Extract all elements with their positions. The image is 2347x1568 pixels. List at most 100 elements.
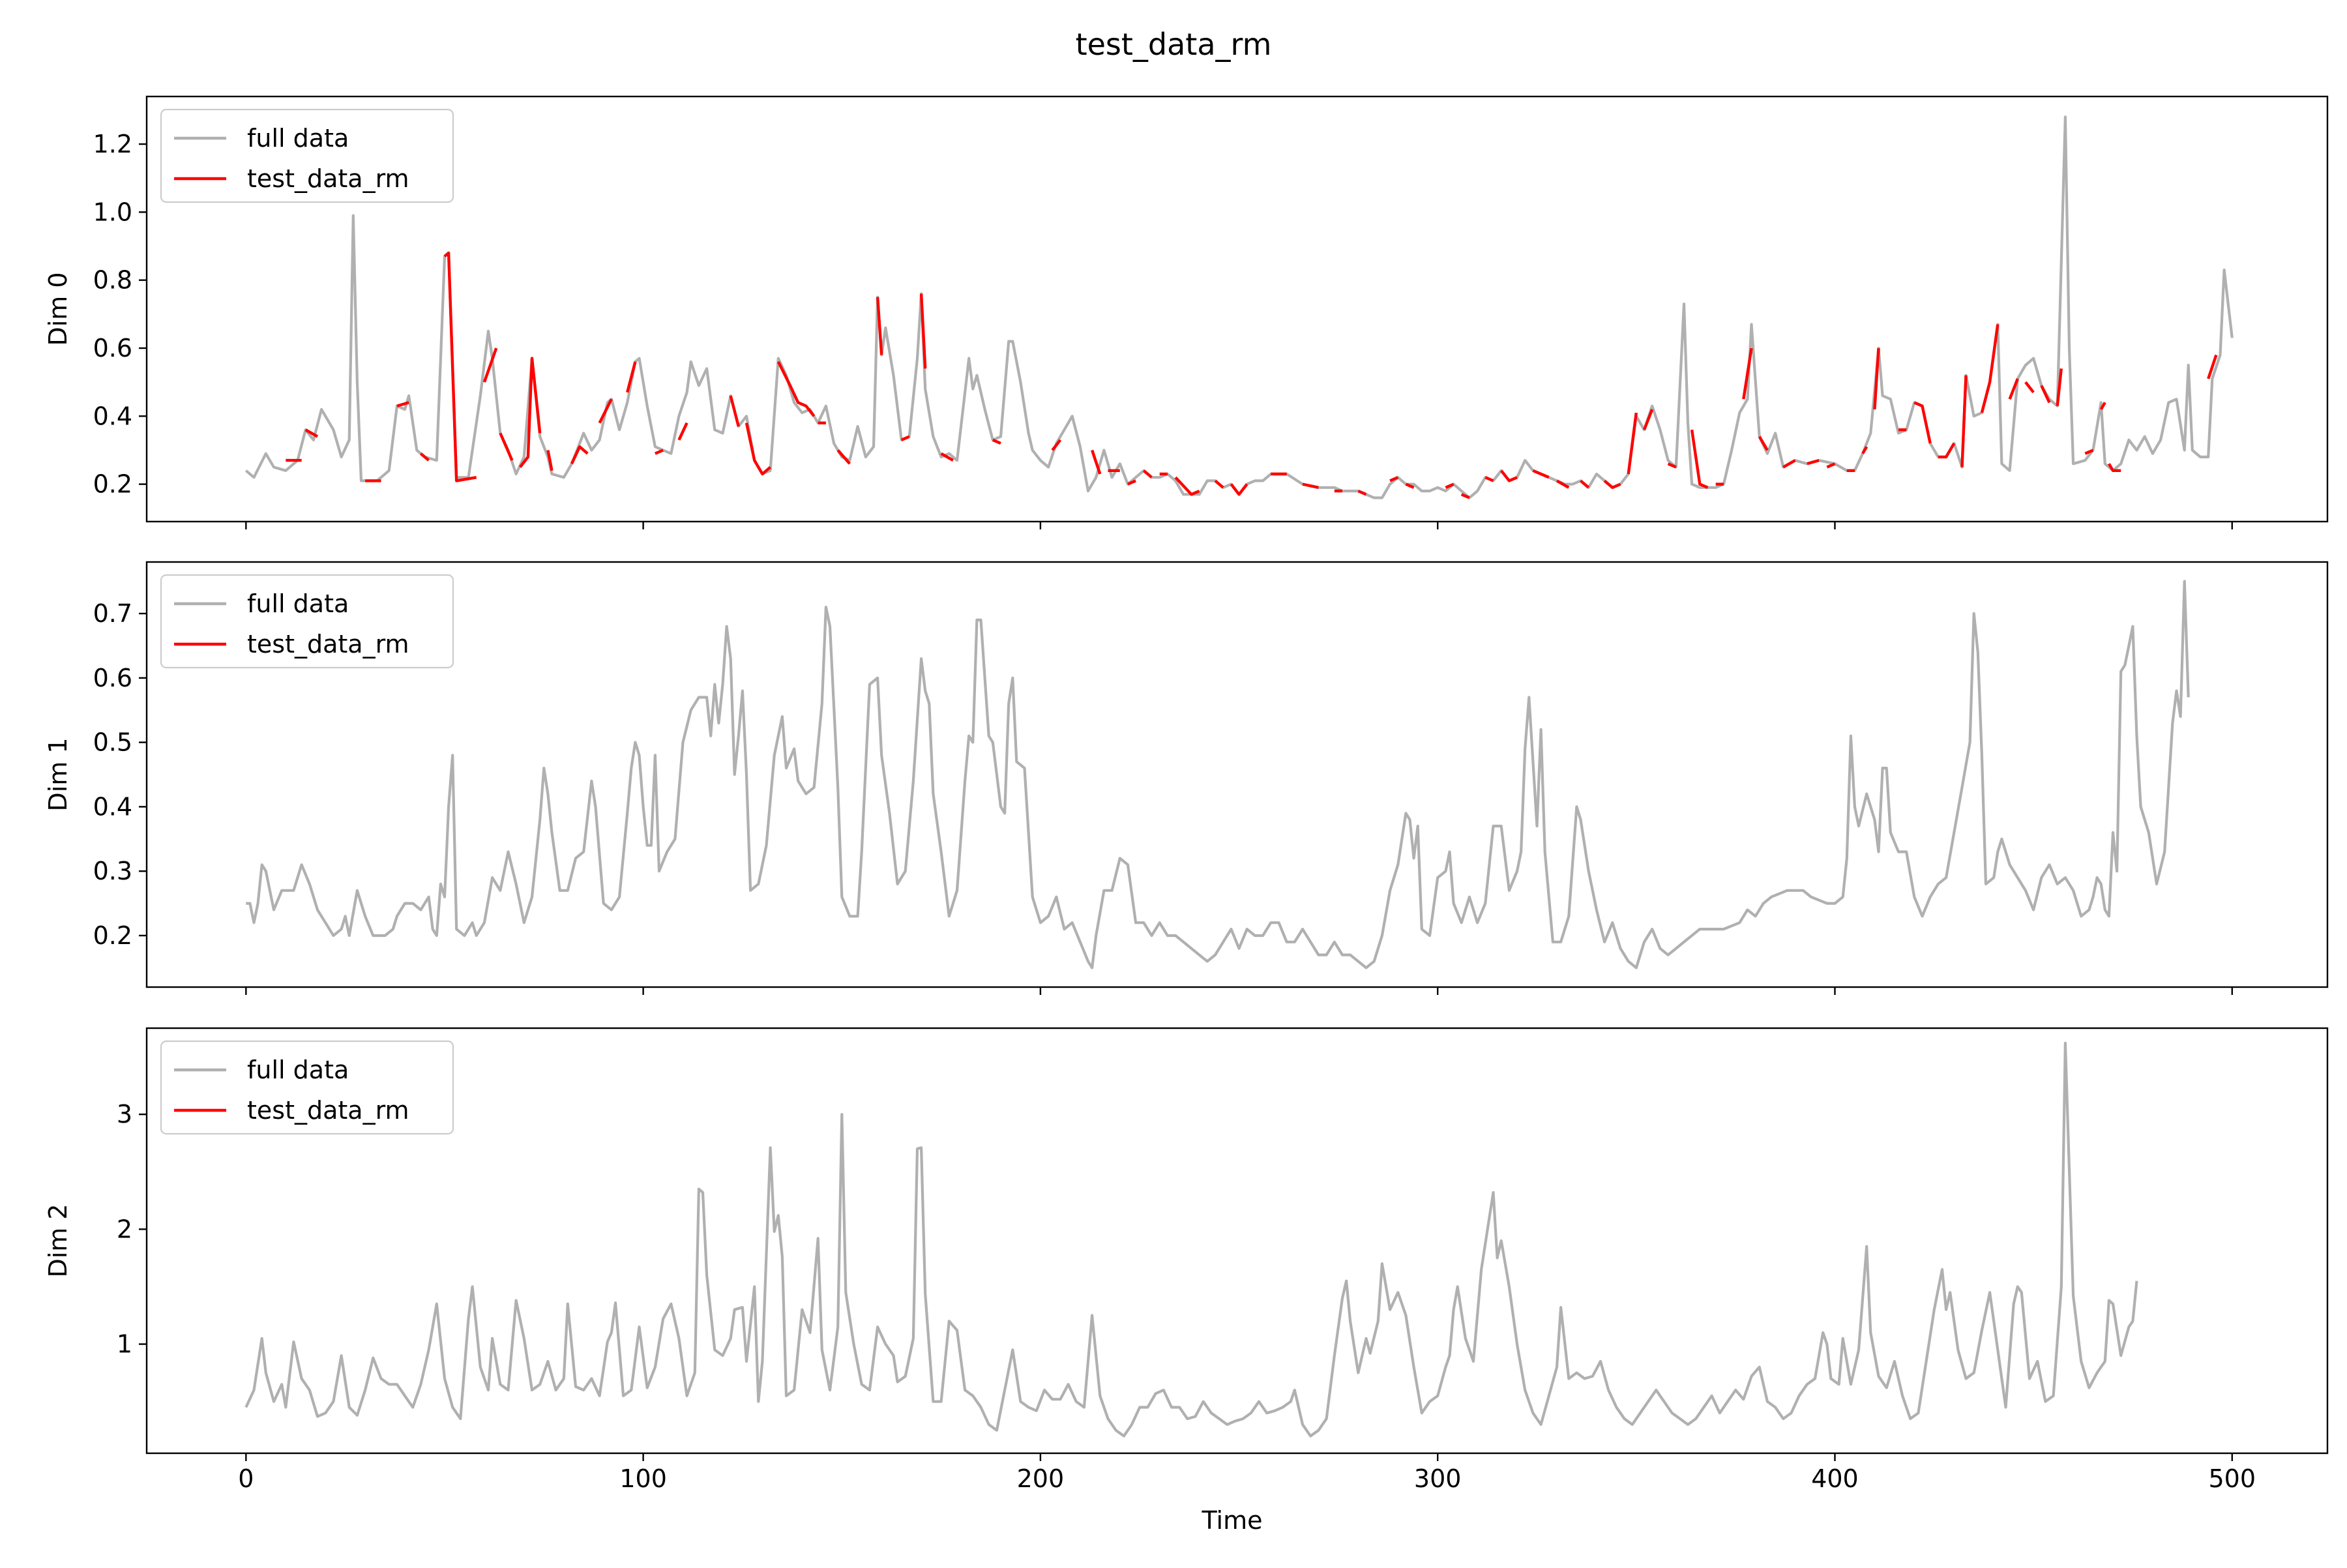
series-test-data-rm-segment bbox=[546, 450, 554, 471]
series-test-data-rm-segment bbox=[1690, 429, 1709, 489]
series-test-data-rm-segment bbox=[2099, 402, 2106, 411]
series-test-data-rm-segment bbox=[1807, 458, 1820, 466]
legend: full data test_data_rm bbox=[160, 574, 454, 669]
legend-frame bbox=[160, 574, 454, 669]
subplot-dim-0: 0.2 0.4 0.6 0.8 1.0 1.2 Dim 0 full data test_dat… bbox=[44, 95, 2329, 529]
legend-label: full data bbox=[247, 589, 349, 618]
y-tick-label: 0.7 bbox=[93, 599, 132, 628]
series-test-data-rm-segment bbox=[1580, 479, 1590, 489]
x-tick-label: 400 bbox=[1811, 1464, 1859, 1493]
x-axis-label: Time bbox=[1202, 1506, 1263, 1535]
y-axis-label: Dim 2 bbox=[44, 1204, 72, 1277]
axes-frame bbox=[145, 95, 2329, 523]
x-tick-label: 200 bbox=[1017, 1464, 1065, 1493]
y-tick-label: 0.6 bbox=[93, 664, 132, 692]
legend-label: test_data_rm bbox=[247, 1096, 409, 1125]
legend-label: full data bbox=[247, 124, 349, 153]
y-tick-label: 0.4 bbox=[93, 792, 132, 821]
series-test-data-rm-segment bbox=[518, 357, 542, 468]
series-test-data-rm-segment bbox=[1960, 375, 1968, 467]
legend-label: full data bbox=[247, 1056, 349, 1084]
series-test-data-rm-segment bbox=[1938, 442, 1956, 459]
y-tick-label: 1 bbox=[117, 1330, 132, 1359]
series-test-data-rm-segment bbox=[1782, 459, 1796, 469]
axes-frame bbox=[145, 1027, 2329, 1455]
series-test-data-rm-segment bbox=[836, 449, 851, 465]
x-tick-label: 300 bbox=[1414, 1464, 1462, 1493]
series-test-data-rm-segment bbox=[776, 361, 816, 417]
chart-title: test_data_rm bbox=[1076, 27, 1272, 62]
series-test-data-rm-segment bbox=[2024, 381, 2035, 394]
series-test-data-rm-segment bbox=[1556, 479, 1570, 489]
series-test-data-rm-segment bbox=[1499, 469, 1518, 482]
series-test-data-rm-segment bbox=[396, 401, 409, 407]
series-test-data-rm-segment bbox=[1826, 462, 1836, 469]
series-test-data-rm-segment bbox=[626, 361, 637, 393]
y-tick-label: 2 bbox=[117, 1215, 132, 1243]
series-test-data-rm-segment bbox=[304, 428, 319, 438]
series-test-data-rm-segment bbox=[1302, 482, 1319, 489]
y-tick-label: 1.0 bbox=[93, 198, 132, 226]
subplot-dim-1: 0.2 0.3 0.4 0.5 0.6 0.7 Dim 1 full data test_dat… bbox=[44, 561, 2329, 995]
series-test-data-rm-segment bbox=[2207, 354, 2218, 379]
series-test-data-rm-segment bbox=[1980, 324, 2000, 413]
legend-label: test_data_rm bbox=[247, 164, 409, 193]
series-test-data-rm-segment bbox=[1742, 348, 1753, 400]
y-tick-label: 0.5 bbox=[93, 728, 132, 757]
series-test-data-rm-segment bbox=[1627, 412, 1638, 475]
series-test-data-rm-segment bbox=[1091, 449, 1102, 475]
series-test-data-rm-segment bbox=[1214, 479, 1224, 489]
series-test-data-rm-segment bbox=[1405, 482, 1415, 489]
subplot-dim-2: 1 2 3 Dim 2 0 100 200 300 400 500 full data test_da… bbox=[44, 1027, 2329, 1493]
series-test-data-rm-segment bbox=[1051, 439, 1062, 451]
series-test-data-rm-segment bbox=[2056, 368, 2063, 406]
x-tick-label: 100 bbox=[619, 1464, 667, 1493]
series-test-data-rm-segment bbox=[1873, 348, 1880, 410]
series-test-data-rm-segment bbox=[919, 293, 927, 369]
legend-label: test_data_rm bbox=[247, 630, 409, 658]
y-tick-label: 0.2 bbox=[93, 921, 132, 950]
x-tick-label: 0 bbox=[238, 1464, 254, 1493]
series-test-data-rm-segment bbox=[900, 435, 910, 441]
legend-frame bbox=[160, 1040, 454, 1135]
series-test-data-rm-segment bbox=[1603, 479, 1621, 489]
series-test-data-rm-segment bbox=[745, 422, 772, 476]
series-test-data-rm-segment bbox=[1357, 490, 1367, 496]
series-test-data-rm-segment bbox=[2107, 463, 2121, 472]
series-test-data-rm-segment bbox=[1861, 446, 1868, 454]
series-test-data-rm-segment bbox=[940, 452, 954, 462]
series-test-data-rm-segment bbox=[570, 445, 589, 465]
series-test-data-rm-segment bbox=[482, 348, 498, 383]
y-tick-label: 1.2 bbox=[93, 130, 132, 158]
series-test-data-rm-segment bbox=[1460, 493, 1470, 499]
y-tick-label: 0.6 bbox=[93, 334, 132, 362]
series-test-data-rm-segment bbox=[1174, 476, 1200, 496]
series-test-data-rm-segment bbox=[1532, 469, 1550, 479]
series-test-data-rm-segment bbox=[876, 297, 883, 355]
series-test-data-rm-segment bbox=[598, 398, 613, 424]
series-test-data-rm-segment bbox=[419, 452, 430, 462]
series-test-data-rm-segment bbox=[1758, 436, 1769, 451]
series-test-data-rm-segment bbox=[1389, 476, 1399, 482]
series-test-data-rm-segment bbox=[992, 438, 1001, 445]
series-test-data-rm-segment bbox=[1127, 479, 1136, 486]
y-tick-label: 0.4 bbox=[93, 402, 132, 430]
series-test-data-rm-segment bbox=[655, 449, 664, 455]
series-test-data-rm-segment bbox=[499, 432, 514, 461]
series-test-data-rm-segment bbox=[1642, 409, 1654, 430]
y-tick-label: 0.2 bbox=[93, 470, 132, 499]
series-test-data-rm-segment bbox=[1142, 469, 1153, 479]
series-test-data-rm-segment bbox=[677, 422, 688, 441]
x-tick-label: 500 bbox=[2209, 1464, 2256, 1493]
y-axis-label: Dim 1 bbox=[44, 737, 72, 811]
series-full-data-line bbox=[244, 1041, 2138, 1438]
axes-frame bbox=[145, 561, 2329, 988]
series-test-data-rm-segment bbox=[1445, 482, 1454, 489]
legend-frame bbox=[160, 108, 454, 203]
series-test-data-rm-segment bbox=[1667, 462, 1677, 469]
series-test-data-rm-segment bbox=[1913, 401, 1932, 444]
y-axis-label: Dim 0 bbox=[44, 272, 72, 346]
legend: full data test_data_rm bbox=[160, 1040, 454, 1135]
